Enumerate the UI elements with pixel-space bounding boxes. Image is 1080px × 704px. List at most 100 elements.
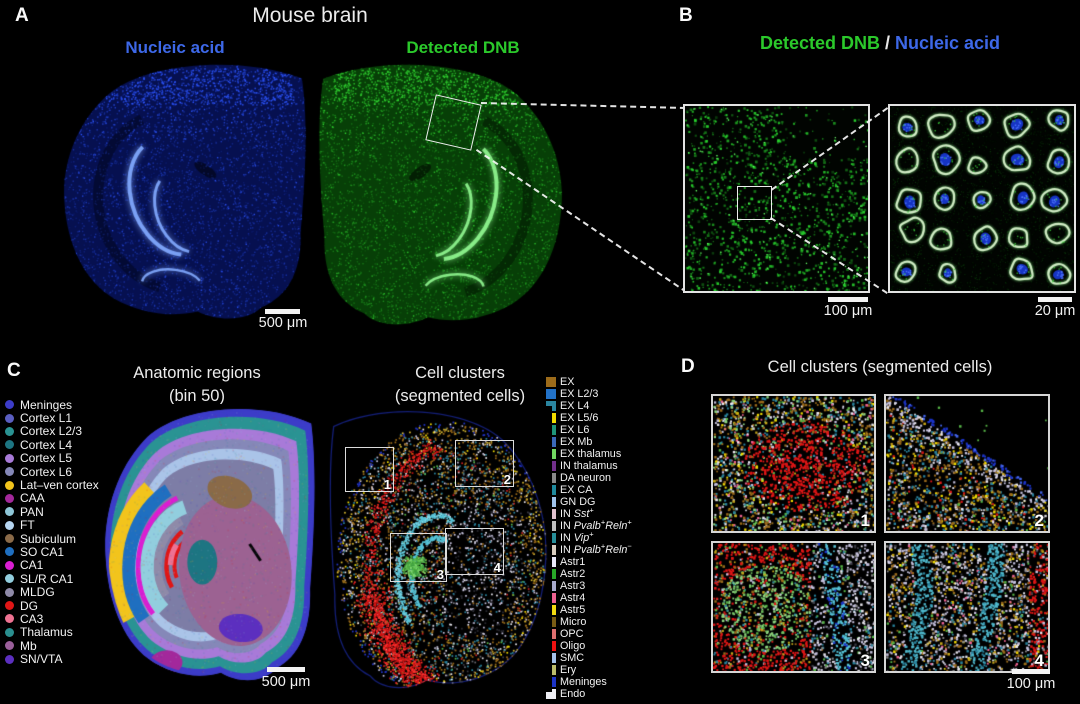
legend-item: Cortex L5 <box>5 452 109 465</box>
legend-label: FT <box>20 518 35 533</box>
panel-d-tile-4-image <box>886 543 1048 671</box>
legend-label: OPC <box>560 627 584 640</box>
legend-label: Lat–ven cortex <box>20 478 99 493</box>
legend-swatch <box>5 574 14 584</box>
panel-b-label: B <box>679 5 693 26</box>
legend-swatch <box>5 507 14 517</box>
legend-label: Ery <box>560 663 577 676</box>
legend-label: IN Pvalb+Reln+ <box>560 517 632 532</box>
panel-c-cell-clusters-image <box>324 406 552 692</box>
legend-item: IN Pvalb+Reln− <box>546 541 668 556</box>
tile-number: 4 <box>1034 651 1044 670</box>
legend-item: Cortex L4 <box>5 438 109 451</box>
legend-label: PAN <box>20 504 44 519</box>
nucleic-acid-caption: Nucleic acid <box>125 38 225 57</box>
panel-b-title-sep: / <box>879 33 895 53</box>
roi-number: 4 <box>493 560 501 575</box>
legend-item: DA neuron <box>546 472 668 484</box>
legend-item: FT <box>5 519 109 532</box>
scalebar-line <box>1012 669 1050 674</box>
legend-label: SN/VTA <box>20 652 63 667</box>
legend-item: Endo <box>546 688 668 700</box>
panel-d-tile-3: 3 <box>711 541 876 673</box>
legend-label: Astr1 <box>560 555 586 568</box>
scalebar-label: 100 μm <box>823 303 873 319</box>
legend-label: Astr3 <box>560 579 586 592</box>
panel-c-label: C <box>7 360 21 381</box>
panel-d-title: Cell clusters (segmented cells) <box>767 358 993 376</box>
panel-c-roi-box-3: 3 <box>390 533 447 582</box>
legend-swatch <box>5 426 14 436</box>
legend-label: GN DG <box>560 495 596 508</box>
legend-swatch <box>546 377 556 387</box>
legend-label: Cortex L2/3 <box>20 424 83 439</box>
panel-a-label: A <box>15 5 29 26</box>
anatomic-regions-title: Anatomic regions (bin 50) <box>87 362 307 408</box>
legend-item: EX CA <box>546 484 668 496</box>
roi-number: 2 <box>503 472 511 487</box>
legend-swatch <box>5 467 14 477</box>
panel-d-tile-2: 2 <box>884 394 1050 533</box>
panel-d-tile-4: 4 <box>884 541 1050 673</box>
anatomic-regions-title-line1: Anatomic regions <box>133 364 261 382</box>
legend-item: Astr3 <box>546 580 668 592</box>
legend-label: MLDG <box>20 585 55 600</box>
scalebar-line <box>267 667 305 672</box>
panel-d-tile-3-image <box>713 543 874 671</box>
panel-a-detected-dnb-image <box>313 60 568 328</box>
legend-item: Astr4 <box>546 592 668 604</box>
legend-item: OPC <box>546 628 668 640</box>
legend-swatch <box>5 440 14 450</box>
legend-swatch <box>5 480 14 490</box>
legend-swatch <box>5 413 14 423</box>
legend-label: Astr4 <box>560 591 586 604</box>
panel-b-title: Detected DNB / Nucleic acid <box>700 33 1060 54</box>
legend-label: SL/R CA1 <box>20 571 74 586</box>
legend-swatch <box>546 389 556 399</box>
legend-item: SN/VTA <box>5 652 109 665</box>
legend-item: Mb <box>5 639 109 652</box>
legend-label: CA3 <box>20 611 44 626</box>
legend-item: EX L4 <box>546 400 668 412</box>
panel-c-roi-box-2: 2 <box>455 440 514 487</box>
legend-item: Astr5 <box>546 604 668 616</box>
legend-swatch <box>5 560 14 570</box>
legend-label: Thalamus <box>20 625 73 640</box>
legend-item: IN thalamus <box>546 460 668 472</box>
cell-cluster-legend: EX EX L2/3 EX L4 EX L5/6 EX L6 EX Mb EX thalam… <box>546 376 668 700</box>
legend-item: EX L5/6 <box>546 412 668 424</box>
panel-d-tile-2-image <box>886 396 1048 531</box>
panel-c-roi-box-4: 4 <box>445 528 504 575</box>
legend-label: CA1 <box>20 558 44 573</box>
panel-b-dnb-image-frame <box>683 104 870 293</box>
scalebar-label: 20 μm <box>1034 303 1076 319</box>
detected-dnb-caption: Detected DNB <box>406 38 520 57</box>
legend-label: Cortex L4 <box>20 437 73 452</box>
legend-swatch <box>5 587 14 597</box>
legend-label: SO CA1 <box>20 544 65 559</box>
legend-label: Cortex L6 <box>20 464 73 479</box>
legend-swatch <box>5 614 14 624</box>
legend-label: Endo <box>560 687 586 700</box>
legend-label: SMC <box>560 651 584 664</box>
legend-label: IN Pvalb+Reln− <box>560 541 632 556</box>
panel-b-title-dnb: Detected DNB <box>759 33 880 53</box>
legend-swatch <box>5 493 14 503</box>
legend-item: EX Mb <box>546 436 668 448</box>
tile-number: 1 <box>860 511 870 530</box>
legend-label: Mb <box>20 638 37 653</box>
legend-item: CAA <box>5 492 109 505</box>
scalebar-line <box>1038 297 1072 302</box>
legend-label: CAA <box>20 491 45 506</box>
legend-label: Astr2 <box>560 567 586 580</box>
anatomic-region-legend: Meninges Cortex L1 Cortex L2/3 Cortex L4 Cor… <box>5 398 109 666</box>
legend-label: EX Mb <box>560 435 593 448</box>
legend-swatch <box>5 520 14 530</box>
panel-d-tile-1: 1 <box>711 394 876 533</box>
legend-label: IN Sst+ <box>560 505 594 520</box>
scalebar-label: 500 μm <box>258 315 308 331</box>
legend-label: Cortex L1 <box>20 411 73 426</box>
legend-label: Micro <box>560 615 587 628</box>
anatomic-regions-title-line2: (bin 50) <box>169 387 225 405</box>
